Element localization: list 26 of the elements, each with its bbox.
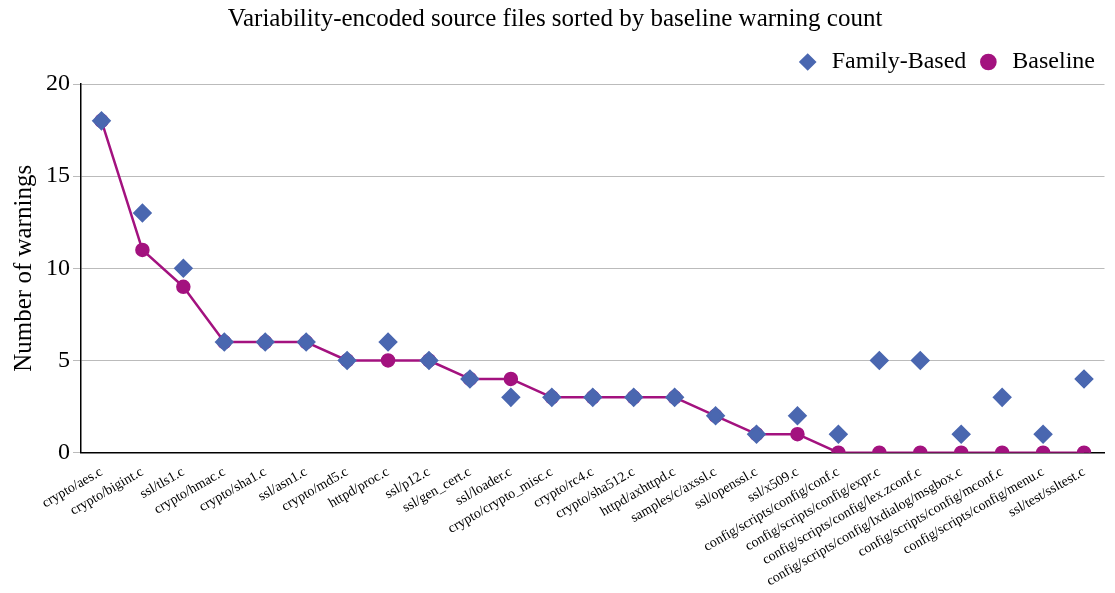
point [1033,424,1053,444]
point [992,388,1012,407]
point [133,203,152,223]
point [501,388,521,407]
point [380,353,396,368]
y-tick-label: 20 [46,69,70,96]
legend-label: Family-Based [831,47,967,74]
point [135,242,150,258]
chart-title: Variability-encoded source files sorted by baseline warning count [227,3,883,31]
point [1074,369,1094,389]
point [174,259,193,278]
point [870,351,889,370]
legend-label: Baseline [1012,47,1095,74]
y-axis-title: Number of warnings [8,164,36,372]
point [378,332,398,352]
y-tick-label: 0 [58,437,70,464]
point [911,351,930,370]
point [829,424,848,444]
point [503,371,519,387]
point [951,424,971,444]
y-tick-label: 5 [58,345,70,372]
y-tick-label: 15 [46,161,70,188]
y-tick-label: 10 [46,253,70,280]
point [176,279,191,295]
point [790,426,805,442]
point [788,406,807,426]
